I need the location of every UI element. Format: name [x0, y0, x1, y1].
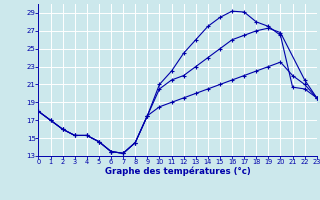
X-axis label: Graphe des températures (°c): Graphe des températures (°c) — [105, 166, 251, 176]
